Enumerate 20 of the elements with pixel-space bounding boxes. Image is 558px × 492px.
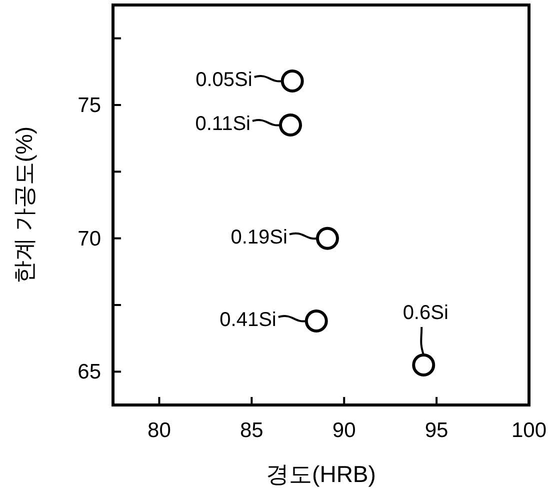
annotation: 0.11Si [195,113,250,135]
point [316,226,339,250]
x-tick-label: 80 [148,419,171,442]
annotation: 0.05Si [196,69,252,91]
y-tick-label: 70 [78,227,101,250]
point [304,310,328,332]
annotation: 0.19Si [230,226,288,248]
y-tick-label: 65 [78,360,101,384]
y-tick-label: 75 [78,94,101,117]
y-axis-title: 한계 가공도(%) [11,126,37,284]
annotation: 0.6Si [402,302,448,324]
x-tick-label: 95 [424,419,448,442]
point [412,354,436,376]
x-axis-title: 경도(HRB) [266,461,376,487]
point [280,70,304,92]
x-tick-label: 85 [240,419,264,442]
point [278,114,302,136]
x-tick-label: 100 [511,419,547,442]
annotation: 0.41Si [220,309,276,331]
x-tick-label: 90 [332,419,356,442]
